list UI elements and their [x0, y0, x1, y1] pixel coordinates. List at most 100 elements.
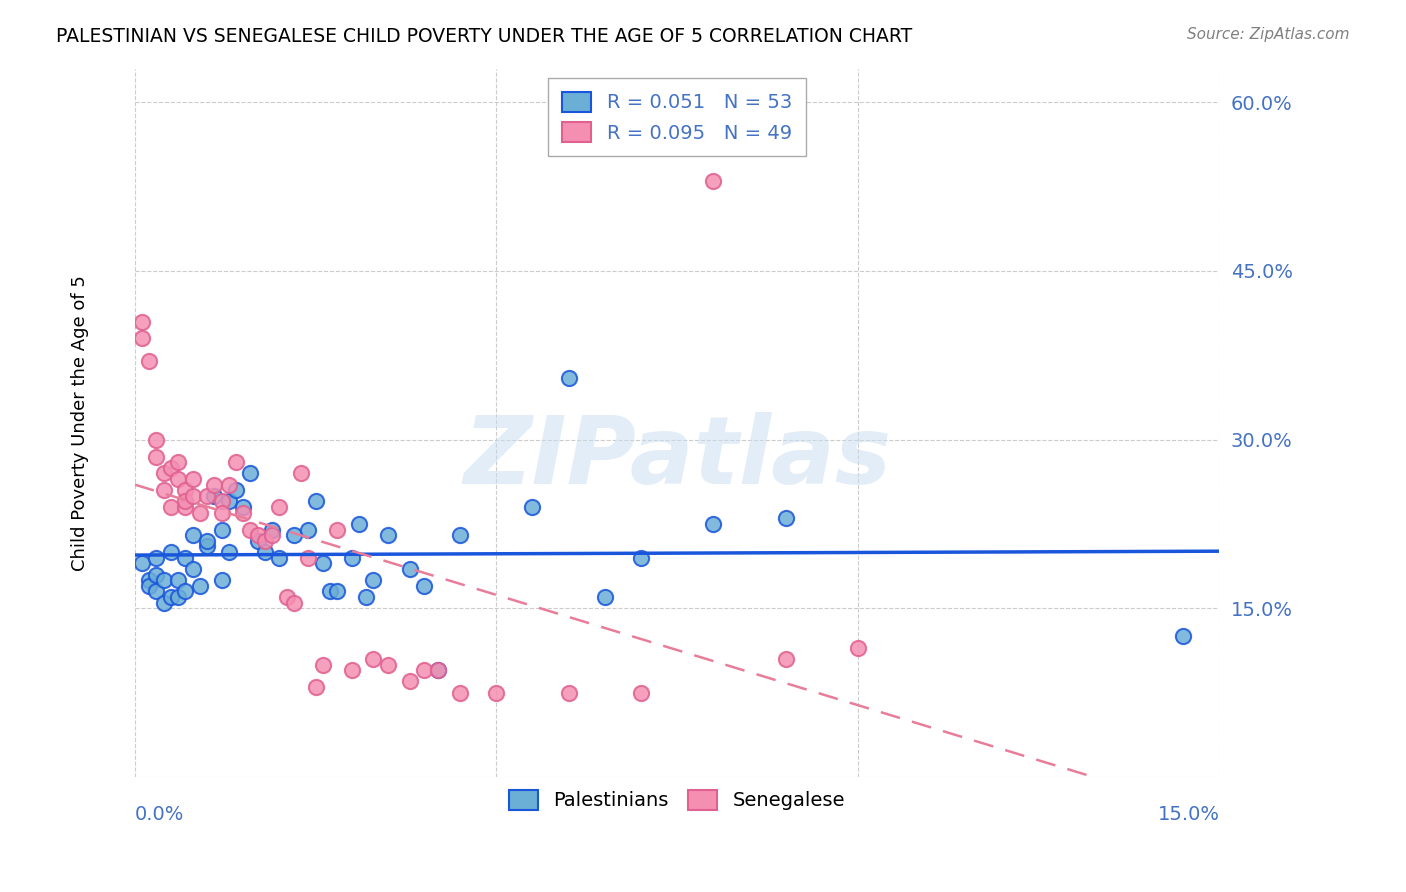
Point: [174, 483, 197, 498]
Point: [202, 477, 225, 491]
Point: [138, 573, 160, 587]
Point: [174, 550, 197, 565]
Point: [312, 657, 335, 672]
Point: [319, 584, 342, 599]
Point: [239, 467, 262, 481]
Point: [593, 590, 616, 604]
Point: [174, 500, 197, 515]
Point: [145, 567, 167, 582]
Point: [167, 590, 190, 604]
Point: [522, 500, 544, 515]
Point: [211, 573, 233, 587]
Point: [354, 590, 377, 604]
Point: [262, 523, 284, 537]
Point: [160, 590, 183, 604]
Point: [630, 686, 652, 700]
Legend: Palestinians, Senegalese: Palestinians, Senegalese: [495, 776, 859, 824]
Point: [138, 354, 160, 368]
Point: [145, 584, 167, 599]
Point: [211, 523, 233, 537]
Point: [377, 528, 399, 542]
Point: [239, 523, 262, 537]
Point: [195, 533, 218, 548]
Point: [232, 500, 254, 515]
Point: [276, 590, 298, 604]
Point: [152, 467, 174, 481]
Point: [246, 528, 269, 542]
Point: [269, 550, 291, 565]
Point: [449, 686, 471, 700]
Point: [340, 663, 363, 677]
Point: [326, 523, 349, 537]
Point: [218, 494, 240, 508]
Point: [195, 540, 218, 554]
Point: [326, 584, 349, 599]
Point: [253, 545, 276, 559]
Text: 0.0%: 0.0%: [135, 805, 184, 824]
Point: [152, 483, 174, 498]
Point: [630, 550, 652, 565]
Point: [218, 477, 240, 491]
Point: [211, 494, 233, 508]
Point: [398, 674, 420, 689]
Point: [775, 652, 797, 666]
Point: [347, 516, 370, 531]
Point: [195, 489, 218, 503]
Point: [131, 557, 153, 571]
Point: [225, 455, 247, 469]
Point: [131, 331, 153, 345]
Point: [167, 573, 190, 587]
Point: [152, 573, 174, 587]
Point: [363, 573, 385, 587]
Point: [340, 550, 363, 565]
Point: [160, 545, 183, 559]
Point: [181, 562, 204, 576]
Point: [427, 663, 450, 677]
Point: [304, 680, 326, 694]
Point: [188, 579, 211, 593]
Point: [283, 528, 305, 542]
Point: [181, 472, 204, 486]
Point: [188, 506, 211, 520]
Point: [427, 663, 450, 677]
Point: [138, 579, 160, 593]
Text: Child Poverty Under the Age of 5: Child Poverty Under the Age of 5: [72, 275, 90, 571]
Point: [1173, 629, 1195, 643]
Point: [413, 663, 436, 677]
Point: [363, 652, 385, 666]
Point: [174, 494, 197, 508]
Point: [246, 533, 269, 548]
Point: [702, 516, 724, 531]
Point: [775, 511, 797, 525]
Point: [131, 314, 153, 328]
Point: [174, 584, 197, 599]
Point: [145, 550, 167, 565]
Point: [297, 523, 319, 537]
Point: [181, 528, 204, 542]
Point: [202, 489, 225, 503]
Point: [269, 500, 291, 515]
Point: [211, 506, 233, 520]
Text: 15.0%: 15.0%: [1157, 805, 1219, 824]
Point: [398, 562, 420, 576]
Point: [449, 528, 471, 542]
Point: [160, 460, 183, 475]
Point: [225, 483, 247, 498]
Point: [312, 557, 335, 571]
Point: [304, 494, 326, 508]
Text: PALESTINIAN VS SENEGALESE CHILD POVERTY UNDER THE AGE OF 5 CORRELATION CHART: PALESTINIAN VS SENEGALESE CHILD POVERTY …: [56, 27, 912, 45]
Point: [167, 472, 190, 486]
Point: [557, 371, 579, 385]
Text: ZIPatlas: ZIPatlas: [463, 412, 891, 504]
Point: [167, 455, 190, 469]
Point: [218, 545, 240, 559]
Point: [145, 450, 167, 464]
Point: [181, 489, 204, 503]
Point: [413, 579, 436, 593]
Point: [145, 433, 167, 447]
Point: [377, 657, 399, 672]
Point: [283, 596, 305, 610]
Point: [485, 686, 508, 700]
Point: [152, 596, 174, 610]
Point: [846, 640, 869, 655]
